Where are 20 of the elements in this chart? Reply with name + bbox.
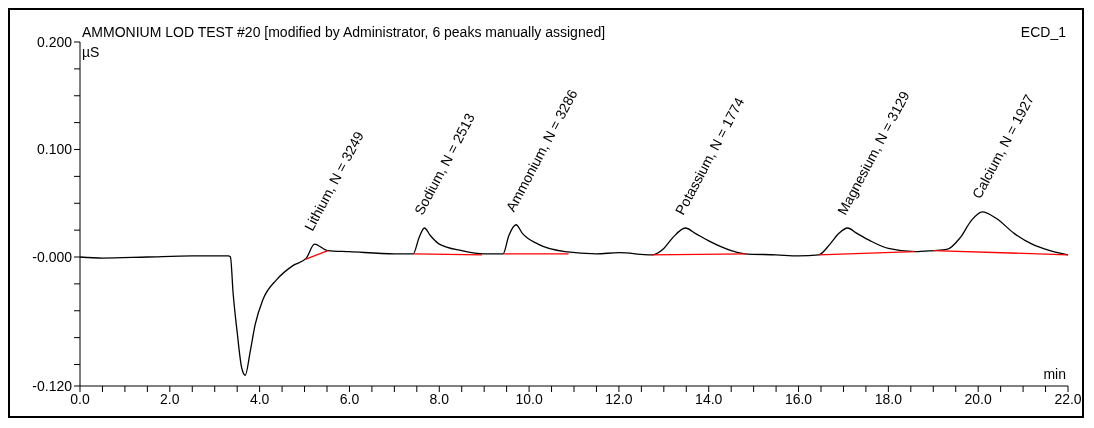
y-tick-label: -0.120 [32,377,73,394]
y-tick-label: -0.000 [32,248,73,265]
x-tick-label: 16.0 [784,390,813,407]
x-tick-label: 14.0 [695,390,723,407]
x-tick-label: 0.0 [70,390,90,407]
x-tick-label: 22.0 [1054,390,1082,407]
x-tick-label: 2.0 [160,390,180,407]
x-tick-label: 20.0 [964,390,993,407]
x-axis-title: min [1043,366,1066,382]
y-tick-label: 0.200 [36,33,73,50]
x-tick-label: 12.0 [605,390,633,407]
chart-subtitle: ECD_1 [1020,24,1066,40]
x-tick-label: 8.0 [429,390,450,407]
x-tick-label: 18.0 [874,390,903,407]
chart-title: AMMONIUM LOD TEST #20 [modified by Administrator, 6 peaks manually assigned] [82,24,606,40]
x-tick-label: 6.0 [339,390,360,407]
y-axis-title: µS [82,44,100,60]
x-tick-label: 4.0 [249,390,270,407]
y-tick-label: 0.100 [36,141,73,158]
x-tick-label: 10.0 [515,390,543,407]
